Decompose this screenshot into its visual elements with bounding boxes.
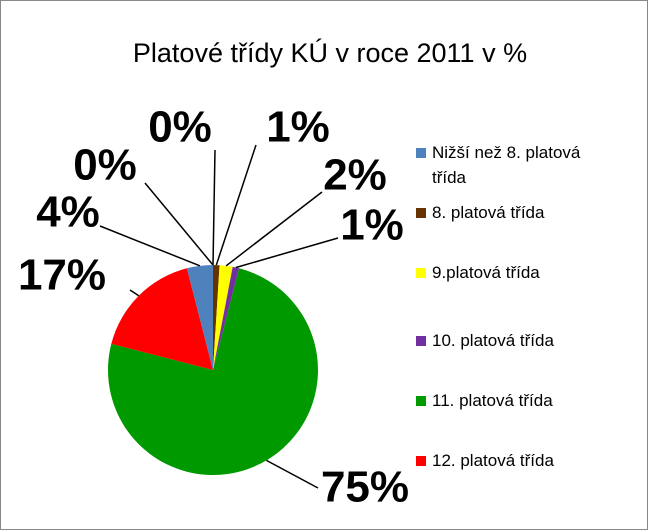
legend-swatch xyxy=(416,208,426,218)
legend-label: 12. platová třída xyxy=(432,451,554,470)
leader-line xyxy=(215,144,257,266)
legend-label: Nižší než 8. platová třída xyxy=(432,143,581,187)
leader-line xyxy=(99,225,201,267)
data-label: 0% xyxy=(148,103,212,152)
pie-slice xyxy=(108,268,319,475)
pie-slice xyxy=(213,265,233,370)
legend-item: Nižší než 8. platová třída xyxy=(416,140,592,190)
leader-line xyxy=(235,237,339,269)
pie-slice xyxy=(111,268,213,370)
legend-item: 10. platová třída xyxy=(416,328,592,353)
legend-label: 11. platová třída xyxy=(432,391,553,410)
leader-line xyxy=(225,191,323,267)
legend-swatch xyxy=(416,336,426,346)
data-label: 1% xyxy=(266,103,330,152)
legend-item: 12. platová třída xyxy=(416,448,592,473)
legend-label: 10. platová třída xyxy=(432,331,554,350)
legend-item: 11. platová třída xyxy=(416,388,592,413)
legend-swatch xyxy=(416,148,426,158)
leader-line xyxy=(144,182,214,266)
leader-line xyxy=(212,149,216,266)
legend-item: 9.platová třída xyxy=(416,260,592,285)
pie-slice xyxy=(213,266,240,370)
legend-label: 9.platová třída xyxy=(432,263,540,282)
legend-swatch xyxy=(416,268,426,278)
chart-title: Platové třídy KÚ v roce 2011 v % xyxy=(133,37,527,68)
legend-swatch xyxy=(416,396,426,406)
data-label: 0% xyxy=(73,141,137,190)
data-label: 4% xyxy=(36,188,100,237)
pie-slice xyxy=(213,265,220,370)
pie-slice xyxy=(186,265,213,370)
data-label: 1% xyxy=(340,201,404,250)
legend-swatch xyxy=(416,456,426,466)
leader-line xyxy=(129,289,140,297)
legend-item: 8. platová třída xyxy=(416,200,592,225)
data-label: 2% xyxy=(323,151,387,200)
leader-line xyxy=(266,459,319,489)
data-label: 75% xyxy=(321,463,409,512)
legend-label: 8. platová třída xyxy=(432,203,545,222)
data-label: 17% xyxy=(18,251,106,300)
